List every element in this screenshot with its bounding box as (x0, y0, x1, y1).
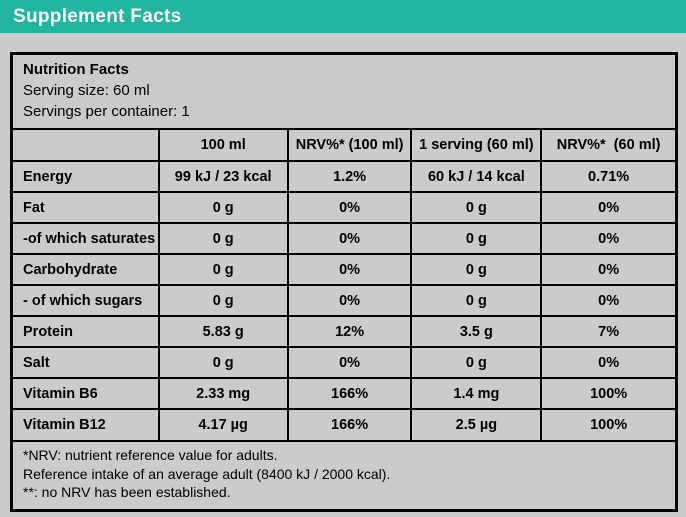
footnote-nrv: *NRV: nutrient reference value for adult… (23, 447, 278, 463)
table-row: Energy 99 kJ / 23 kcal 1.2% 60 kJ / 14 k… (12, 160, 676, 193)
nutrient-value: 0 g (157, 222, 289, 255)
nutrient-value: 0.71% (540, 160, 676, 193)
nutrient-value: 166% (286, 408, 413, 441)
nutrition-table: 100 ml NRV%* (100 ml) 1 serving (60 ml) … (12, 129, 676, 441)
nutrient-label: Salt (12, 346, 160, 379)
table-row: Protein 5.83 g 12% 3.5 g 7% (12, 315, 676, 348)
nutrient-value: 0 g (410, 222, 543, 255)
nutrient-label: - of which sugars (12, 284, 160, 317)
nutrient-value: 0 g (410, 284, 543, 317)
nutrient-value: 100% (540, 408, 676, 441)
table-row: Carbohydrate 0 g 0% 0 g 0% (12, 253, 676, 286)
nutrient-label: Energy (12, 160, 160, 193)
serving-size: Serving size: 60 ml (23, 82, 150, 99)
nutrient-value: 0 g (157, 346, 289, 379)
nutrient-value: 0% (540, 191, 676, 224)
column-header-blank (12, 129, 160, 162)
nutrition-facts-panel: Nutrition Facts Serving size: 60 ml Serv… (10, 52, 678, 512)
table-row: Vitamin B12 4.17 µg 166% 2.5 µg 100% (12, 408, 676, 441)
nutrition-facts-title: Nutrition Facts (23, 61, 129, 78)
servings-per-container: Servings per container: 1 (23, 103, 190, 120)
nutrient-value: 5.83 g (157, 315, 289, 348)
footnotes: *NRV: nutrient reference value for adult… (13, 440, 675, 509)
table-row: Vitamin B6 2.33 mg 166% 1.4 mg 100% (12, 377, 676, 410)
footnote-no-nrv: **: no NRV has been established. (23, 484, 231, 500)
nutrient-value: 0% (540, 284, 676, 317)
nutrient-value: 7% (540, 315, 676, 348)
section-title: Supplement Facts (13, 5, 182, 27)
column-header-100ml: 100 ml (157, 129, 289, 162)
nutrient-value: 0 g (410, 346, 543, 379)
serving-info: Nutrition Facts Serving size: 60 ml Serv… (13, 55, 675, 130)
nutrient-value: 0% (540, 346, 676, 379)
nutrient-value: 60 kJ / 14 kcal (410, 160, 543, 193)
nutrient-value: 0% (286, 284, 413, 317)
nutrient-value: 0 g (157, 191, 289, 224)
table-row: Fat 0 g 0% 0 g 0% (12, 191, 676, 224)
nutrient-value: 0 g (157, 284, 289, 317)
nutrient-label: Vitamin B6 (12, 377, 160, 410)
nutrient-value: 12% (286, 315, 413, 348)
nutrient-label: Protein (12, 315, 160, 348)
column-header-nrv-100ml: NRV%* (100 ml) (286, 129, 413, 162)
column-header-row: 100 ml NRV%* (100 ml) 1 serving (60 ml) … (12, 129, 676, 162)
nutrient-value: 0 g (410, 191, 543, 224)
nutrient-label: Fat (12, 191, 160, 224)
nutrient-value: 100% (540, 377, 676, 410)
nutrient-value: 0% (286, 191, 413, 224)
column-header-1-serving: 1 serving (60 ml) (410, 129, 543, 162)
nutrient-value: 3.5 g (410, 315, 543, 348)
table-row: - of which sugars 0 g 0% 0 g 0% (12, 284, 676, 317)
nutrient-value: 0% (540, 253, 676, 286)
nutrient-value: 166% (286, 377, 413, 410)
nutrient-value: 1.4 mg (410, 377, 543, 410)
nutrient-label: Vitamin B12 (12, 408, 160, 441)
nutrient-value: 0% (286, 253, 413, 286)
nutrient-label: -of which saturates (12, 222, 160, 255)
nutrient-value: 2.33 mg (157, 377, 289, 410)
nutrient-value: 4.17 µg (157, 408, 289, 441)
nutrient-value: 0% (540, 222, 676, 255)
section-header-bar: Supplement Facts (0, 0, 686, 33)
nutrient-value: 99 kJ / 23 kcal (157, 160, 289, 193)
nutrition-table-body: Energy 99 kJ / 23 kcal 1.2% 60 kJ / 14 k… (12, 160, 676, 441)
nutrient-value: 2.5 µg (410, 408, 543, 441)
nutrient-label: Carbohydrate (12, 253, 160, 286)
nutrient-value: 0 g (157, 253, 289, 286)
table-row: -of which saturates 0 g 0% 0 g 0% (12, 222, 676, 255)
nutrient-value: 0 g (410, 253, 543, 286)
nutrient-value: 1.2% (286, 160, 413, 193)
footnote-reference-intake: Reference intake of an average adult (84… (23, 465, 391, 482)
table-row: Salt 0 g 0% 0 g 0% (12, 346, 676, 379)
nutrient-value: 0% (286, 222, 413, 255)
nutrient-value: 0% (286, 346, 413, 379)
column-header-nrv-60ml: NRV%* (60 ml) (540, 129, 676, 162)
